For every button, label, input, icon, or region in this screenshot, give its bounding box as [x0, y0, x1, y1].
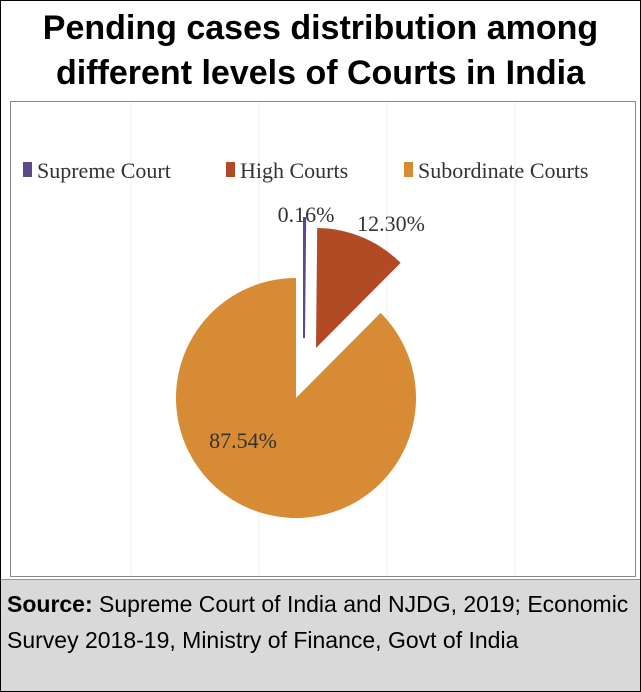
chart-title: Pending cases distribution among differe…: [42, 9, 599, 92]
legend-swatch: [226, 162, 235, 177]
legend-label: Supreme Court: [37, 158, 171, 183]
legend-item: Supreme Court: [23, 158, 171, 183]
legend-swatch: [23, 162, 32, 177]
legend-label: High Courts: [240, 158, 348, 183]
pie-chart: Supreme Court High Courts Subordinate Cour…: [23, 102, 589, 575]
legend-label: Subordinate Courts: [418, 158, 589, 183]
legend-item: High Courts: [226, 158, 348, 183]
pie-slice-subordinate-courts: [175, 278, 416, 518]
source-label: Source:: [7, 591, 93, 617]
legend-swatch: [404, 162, 413, 177]
pie-slices: [175, 216, 416, 518]
pie-slice-high-courts: [316, 228, 401, 348]
data-label: 0.16%: [278, 202, 335, 227]
data-label: 87.54%: [209, 428, 277, 453]
legend-item: Subordinate Courts: [404, 158, 589, 183]
data-labels: 0.16% 12.30% 87.54%: [209, 202, 425, 453]
legend: Supreme Court High Courts Subordinate Cour…: [23, 158, 589, 183]
pie-slice-supreme-court: [303, 216, 307, 339]
source-note: Source: Supreme Court of India and NJDG,…: [1, 579, 640, 691]
source-text: Supreme Court of India and NJDG, 2019; E…: [7, 591, 629, 653]
data-label: 12.30%: [357, 211, 425, 236]
